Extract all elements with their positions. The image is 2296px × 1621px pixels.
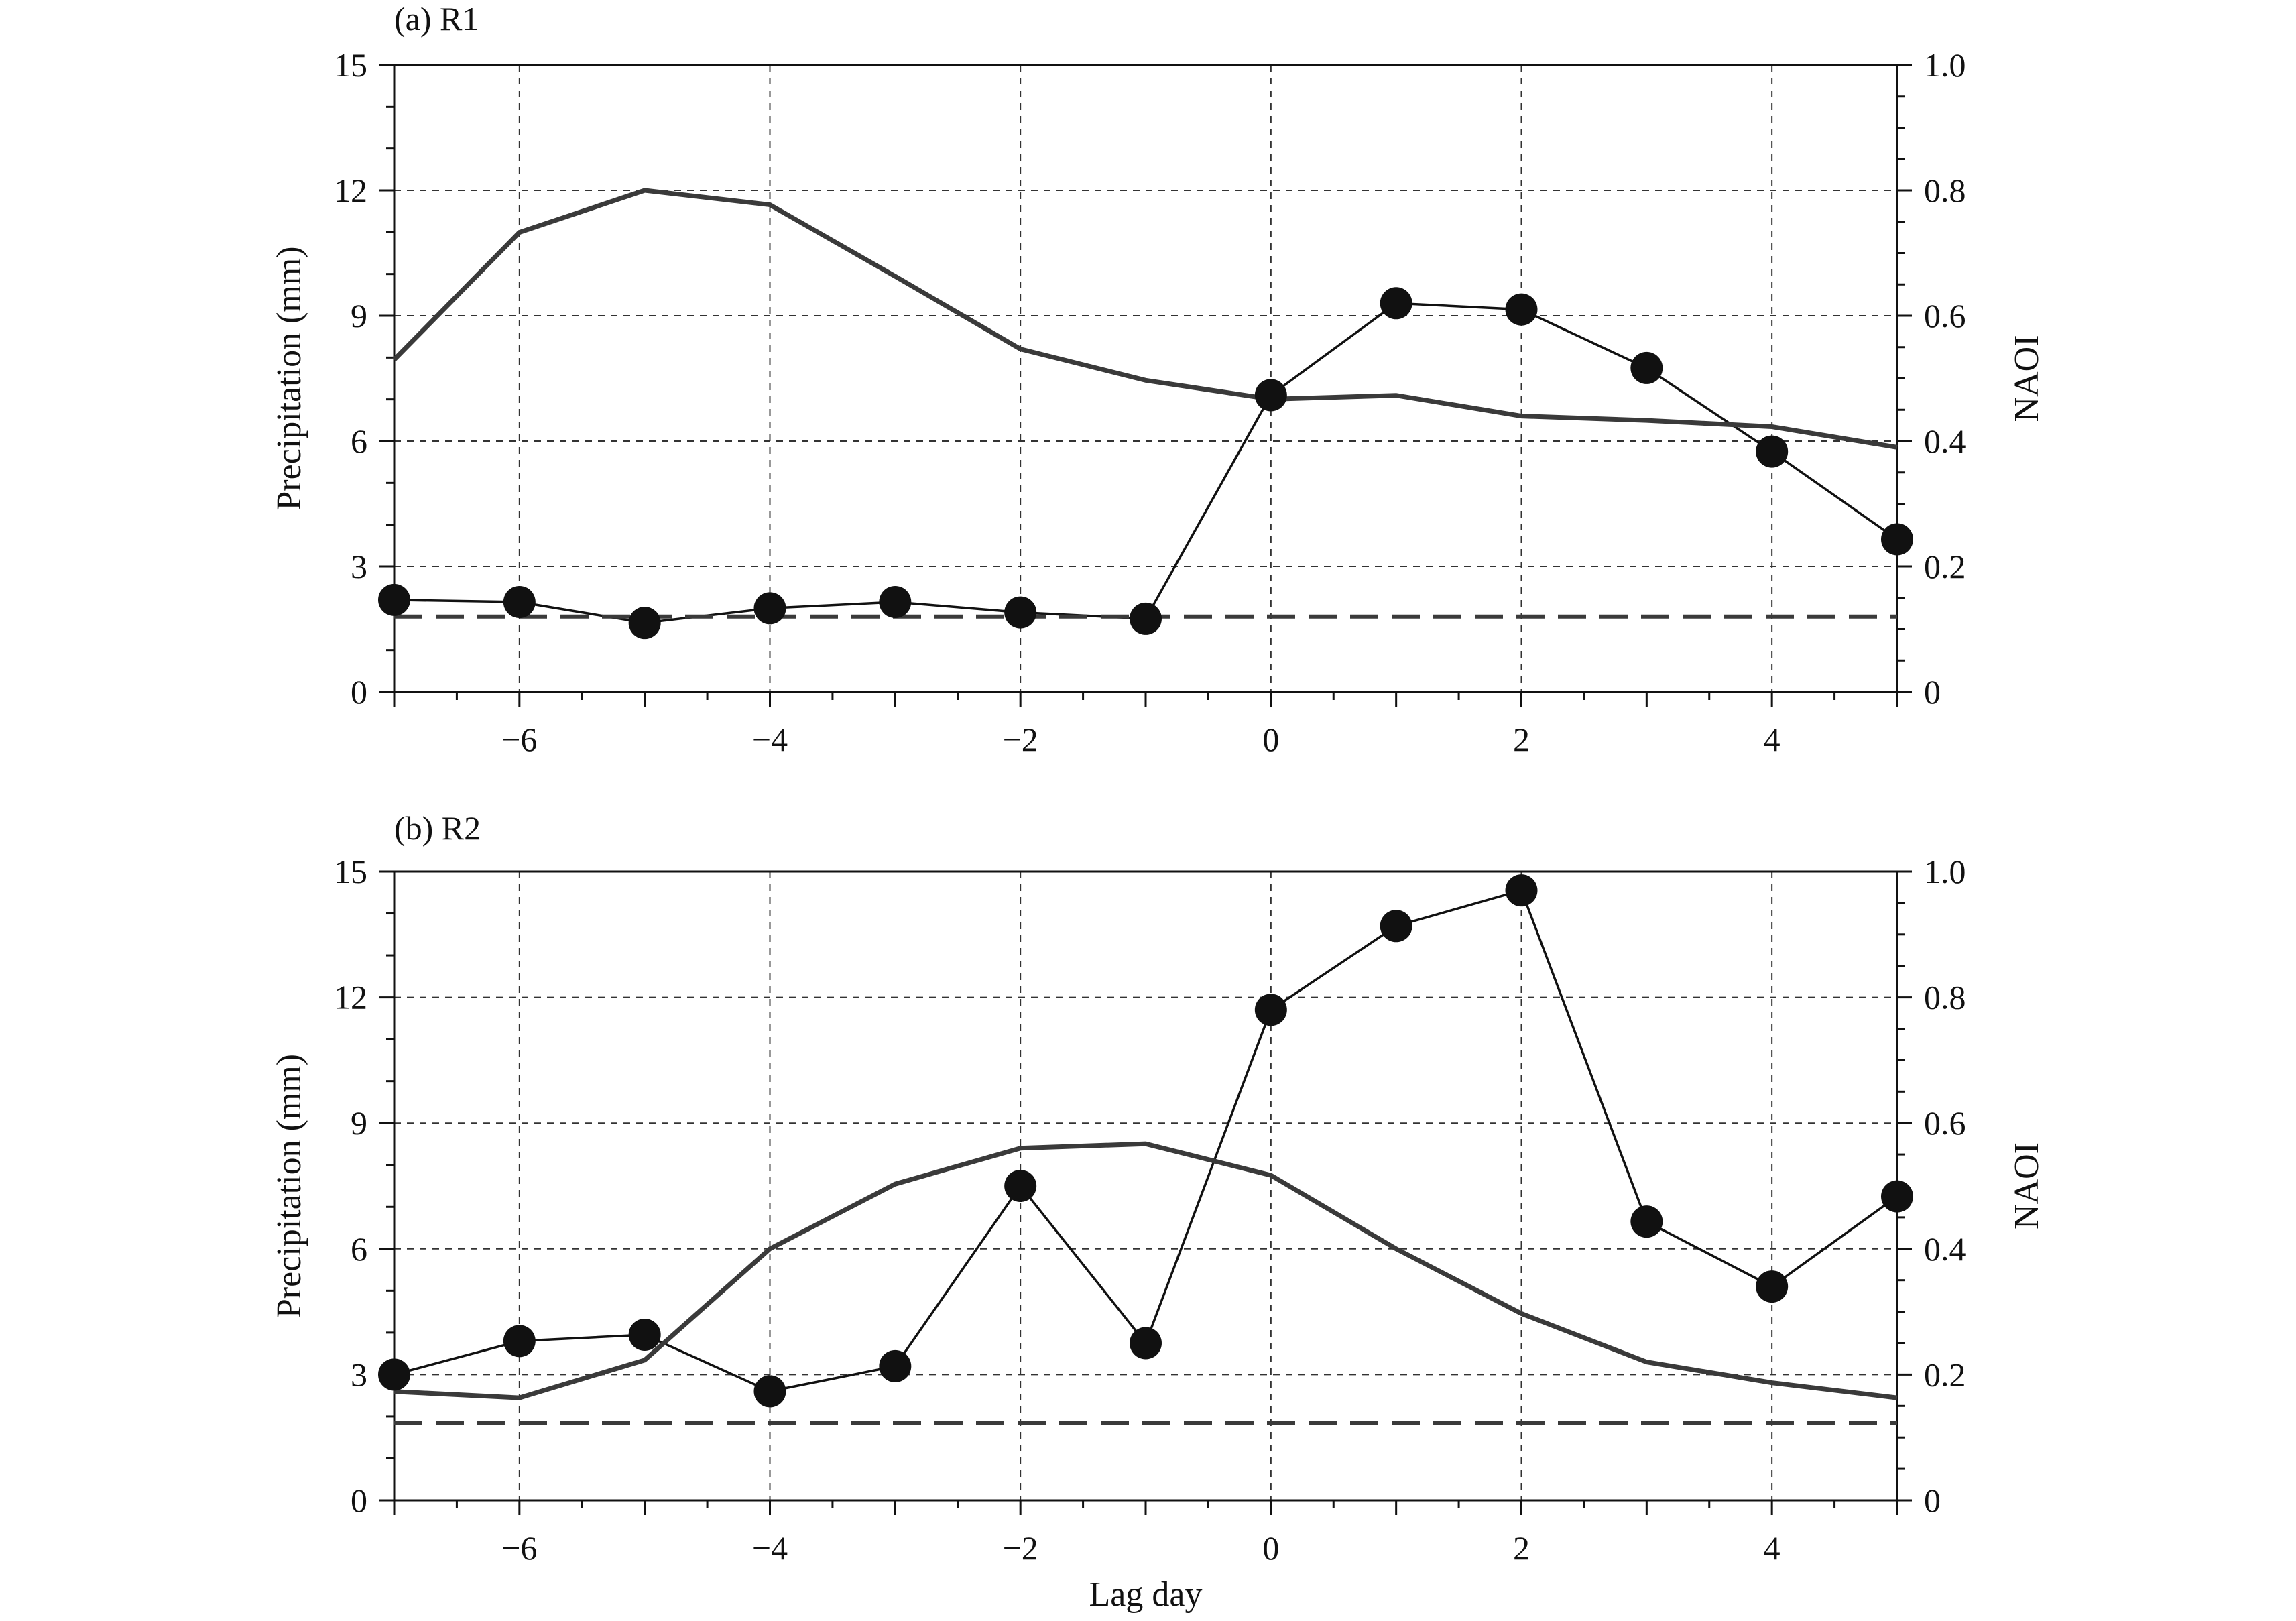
y-tick-label: 9 [351, 297, 367, 335]
precipitation-point [628, 1318, 661, 1351]
naoi-series-line [392, 188, 1898, 450]
y2-tick-label: 0.2 [1924, 548, 1966, 585]
y2-tick-label: 1.0 [1924, 853, 1966, 890]
precipitation-point [378, 583, 410, 616]
x-tick-label: −6 [501, 1529, 537, 1567]
precipitation-point [1004, 596, 1037, 629]
y2-tick-label: 0.6 [1924, 297, 1966, 335]
y-tick-label: 6 [351, 1230, 367, 1268]
precipitation-point [503, 1325, 536, 1358]
precipitation-point [378, 1358, 410, 1391]
y2-tick-label: 0.4 [1924, 1230, 1966, 1268]
precipitation-point [1004, 1170, 1037, 1202]
y-tick-label: 12 [334, 172, 367, 209]
precipitation-point [1380, 287, 1412, 320]
y2-tick-label: 1.0 [1924, 46, 1966, 84]
y2-tick-label: 0 [1924, 673, 1941, 711]
x-tick-label: −6 [501, 721, 537, 758]
y-tick-label: 0 [351, 673, 367, 711]
y-tick-label: 0 [351, 1482, 367, 1519]
y-tick-label: 15 [334, 853, 367, 890]
y-tick-label: 9 [351, 1104, 367, 1142]
x-tick-label: 4 [1764, 1529, 1780, 1567]
y-tick-label: 3 [351, 548, 367, 585]
x-tick-label: 2 [1513, 1529, 1530, 1567]
y2-tick-label: 0.4 [1924, 422, 1966, 460]
precipitation-point [1130, 1327, 1162, 1360]
y2-tick-label: 0 [1924, 1482, 1941, 1519]
precipitation-series-line [394, 302, 1898, 624]
naoi-series-line [394, 1141, 1898, 1400]
y-tick-label: 3 [351, 1356, 367, 1393]
y2-tick-label: 0.6 [1924, 1104, 1966, 1142]
panel-title: (a) R1 [394, 0, 479, 38]
y-axis-title: Precipitation (mm) [270, 246, 308, 510]
precipitation-point [503, 585, 536, 618]
x-tick-label: −4 [752, 1529, 788, 1567]
panel-b: −6 −4 −2 0 2 4 0 3 6 9 12 15 0 0.2 0.4 0.6 0.8 1.0 Precipi… [270, 809, 2046, 1614]
panel-title: (b) R2 [394, 809, 481, 847]
precipitation-series-line [394, 888, 1898, 1393]
panel-a: −6 −4 −2 0 2 4 0 3 6 9 12 15 0 0.2 0.4 0.6 0.8 1.0 Precipi… [270, 0, 2046, 758]
precipitation-point [1756, 1270, 1789, 1303]
precipitation-point [1254, 994, 1287, 1026]
y2-axis-title: NAOI [2008, 1142, 2046, 1229]
precipitation-point [1881, 1180, 1913, 1213]
x-tick-label: 2 [1513, 721, 1530, 758]
precipitation-point [1505, 874, 1538, 907]
y-tick-label: 15 [334, 46, 367, 84]
y2-tick-label: 0.2 [1924, 1356, 1966, 1393]
x-tick-label: −2 [1003, 721, 1038, 758]
precipitation-point [879, 1349, 912, 1382]
precipitation-point [1380, 910, 1412, 943]
x-tick-label: 0 [1262, 721, 1279, 758]
precipitation-point [1130, 602, 1162, 635]
y-tick-label: 6 [351, 422, 367, 460]
precipitation-point [753, 592, 786, 625]
precipitation-point [1756, 435, 1789, 468]
y2-axis-title: NAOI [2008, 335, 2046, 422]
precipitation-point [628, 607, 661, 640]
y2-tick-label: 0.8 [1924, 172, 1966, 209]
x-tick-label: 4 [1764, 721, 1780, 758]
precipitation-point [1881, 523, 1913, 556]
y-tick-label: 12 [334, 979, 367, 1016]
precipitation-point [1505, 293, 1538, 326]
x-tick-label: 0 [1262, 1529, 1279, 1567]
precipitation-point [753, 1375, 786, 1408]
y2-tick-label: 0.8 [1924, 979, 1966, 1016]
x-axis-title: Lag day [1089, 1575, 1203, 1614]
x-tick-label: −2 [1003, 1529, 1038, 1567]
x-tick-label: −4 [752, 721, 788, 758]
precipitation-point [1254, 379, 1287, 412]
precipitation-point [1630, 351, 1663, 384]
y-axis-title: Precipitation (mm) [270, 1054, 308, 1318]
precipitation-point [1630, 1205, 1663, 1238]
precipitation-point [879, 585, 912, 618]
